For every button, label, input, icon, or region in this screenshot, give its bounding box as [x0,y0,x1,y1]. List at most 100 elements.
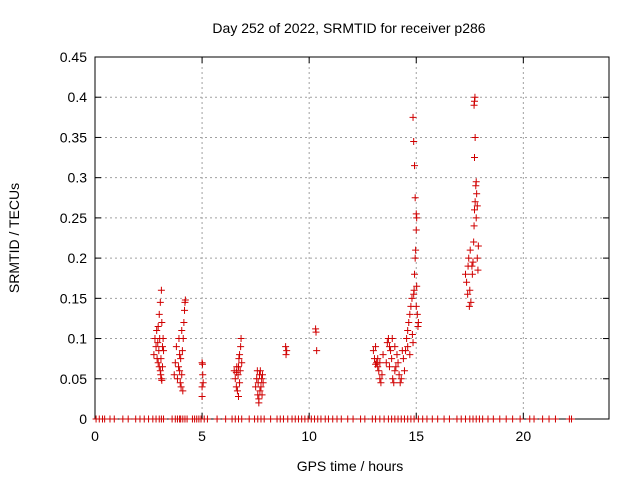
data-point [462,270,470,278]
x-axis-label: GPS time / hours [297,458,404,474]
data-point [199,371,207,379]
data-point [152,343,160,351]
data-point [467,298,475,306]
x-tick-label: 5 [198,428,206,444]
zero-data-point [267,415,275,423]
data-point [236,351,244,359]
data-point [409,113,417,121]
data-point [372,360,380,368]
data-point [158,363,166,371]
data-point [154,322,162,330]
data-point [394,359,402,367]
data-point [257,383,265,391]
data-point [283,347,291,355]
data-point [232,368,240,376]
data-point [468,262,476,270]
data-point [282,343,290,351]
zero-data-point [203,415,211,423]
data-point [157,355,165,363]
zero-data-point [445,415,453,423]
data-point [405,318,413,326]
data-point [159,335,167,343]
data-point [413,214,421,222]
data-point [388,355,396,363]
data-point [237,343,245,351]
zero-data-point [545,415,553,423]
zero-data-point [502,415,510,423]
data-point [178,371,186,379]
zero-data-point [489,415,497,423]
data-point [408,294,416,302]
zero-data-point [551,415,559,423]
data-point [258,371,266,379]
grid-lines [95,57,609,419]
data-point [176,367,184,375]
data-point [372,343,380,351]
data-point [412,302,420,310]
data-point [411,162,419,170]
data-point [312,328,320,336]
data-point [412,246,420,254]
data-point [180,318,188,326]
data-point [376,375,384,383]
y-tick-label: 0.15 [60,290,87,306]
data-point [393,351,401,359]
data-point [198,392,206,400]
data-point [473,190,481,198]
data-point [377,379,385,387]
data-point [232,383,240,391]
data-point [181,306,189,314]
data-point [178,347,186,355]
data-points [92,93,576,423]
data-point [175,363,183,371]
data-point [471,133,479,141]
data-point [376,359,384,367]
data-point [375,367,383,375]
chart-title: Day 252 of 2022, SRMTID for receiver p28… [212,20,485,36]
data-point [157,286,165,294]
zero-data-point [539,415,547,423]
data-point [382,359,390,367]
data-point [259,379,267,387]
x-tick-label: 10 [301,428,317,444]
data-point [236,379,244,387]
data-point [413,282,421,290]
data-point [408,331,416,339]
zero-data-point [516,415,524,423]
data-point [154,359,162,367]
zero-data-point [530,415,538,423]
data-point [411,194,419,202]
data-point [469,258,477,266]
zero-data-point [213,415,221,423]
zero-data-point [222,415,230,423]
data-point [170,371,178,379]
data-point [171,359,179,367]
zero-data-point [160,415,168,423]
data-point [468,270,476,278]
data-point [465,254,473,262]
data-point [383,339,391,347]
data-point [199,360,207,368]
data-point [410,286,418,294]
data-point [156,298,164,306]
data-point [473,254,481,262]
data-point [177,355,185,363]
data-point [181,296,189,304]
data-point [391,367,399,375]
data-point [471,93,479,101]
zero-data-point [238,415,246,423]
x-tick-label: 15 [408,428,424,444]
data-point [158,343,166,351]
axis-ticks [94,56,609,420]
data-point [471,198,479,206]
y-tick-label: 0.45 [60,49,87,65]
data-point [198,383,206,391]
data-point [388,335,396,343]
data-point [464,290,472,298]
zero-data-point [110,415,118,423]
data-point [470,222,478,230]
data-point [391,343,399,351]
data-point [402,347,410,355]
zero-data-point [337,415,345,423]
y-tick-label: 0.05 [60,371,87,387]
